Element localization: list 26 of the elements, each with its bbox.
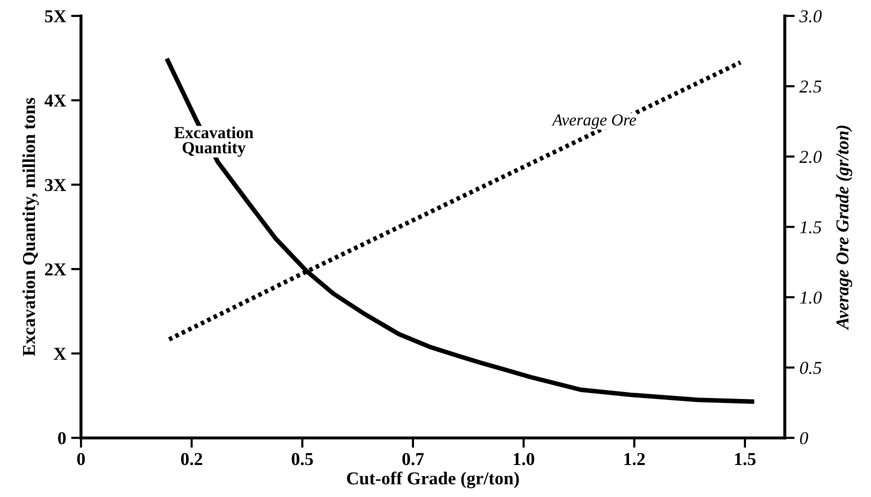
x-axis-title: Cut-off Grade (gr/ton) xyxy=(347,472,519,488)
y-tick-label: 2X xyxy=(45,263,66,276)
y-axis-title: Excavation Quantity, million tons xyxy=(22,98,39,356)
x-tick-label: 0 xyxy=(77,452,85,466)
y2-tick-label: 3.0 xyxy=(799,10,822,22)
x-tick-label: 0.7 xyxy=(402,452,424,466)
y2-tick-label: 0 xyxy=(800,432,808,444)
series-label: Excavation Quantity xyxy=(174,126,254,157)
series-label: Average Ore xyxy=(551,114,636,129)
x-tick-label: 0.2 xyxy=(181,452,202,466)
y-tick-label: 5X xyxy=(45,10,66,22)
y2-tick-label: 2.0 xyxy=(799,150,822,164)
y2-tick-label: 0.5 xyxy=(800,362,822,374)
y-tick-label: 4X xyxy=(44,94,66,107)
y2-axis-title: Average Ore Grade (gr/ton) xyxy=(836,126,852,330)
y-tick-label: 3X xyxy=(45,178,66,192)
x-tick-label: 1.0 xyxy=(514,452,534,466)
line-series xyxy=(166,58,754,404)
y2-tick-label: 1.5 xyxy=(800,221,822,234)
x-tick-label: 0.5 xyxy=(292,452,313,466)
y-tick-label: X xyxy=(54,348,66,360)
y-tick-label: 0 xyxy=(58,432,66,444)
y2-tick-label: 2.5 xyxy=(799,80,822,93)
x-tick-label: 1.2 xyxy=(624,453,645,466)
y2-tick-label: 1.0 xyxy=(800,291,822,304)
x-tick-label: 1.5 xyxy=(735,453,756,466)
